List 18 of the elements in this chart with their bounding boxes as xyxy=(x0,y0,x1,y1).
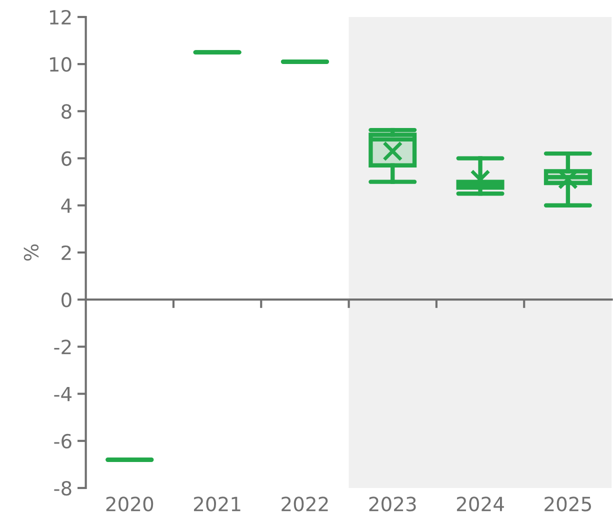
y-tick-label: -8 xyxy=(54,480,72,496)
x-tick-label: 2021 xyxy=(194,496,240,512)
y-tick-label: 8 xyxy=(62,104,72,119)
x-tick-label: 2025 xyxy=(544,496,591,512)
y-tick-label: 0 xyxy=(62,292,72,308)
y-tick-label: -2 xyxy=(54,340,71,354)
y-tick-label: -4 xyxy=(54,387,72,402)
x-tick-label: 2020 xyxy=(106,496,154,512)
x-tick-label: 2024 xyxy=(456,496,504,512)
y-tick-label: 10 xyxy=(50,57,72,72)
y-tick-label: 2 xyxy=(62,245,71,260)
y-tick-label: -6 xyxy=(54,434,72,449)
y-tick-label: 4 xyxy=(61,198,72,213)
x-tick-label: 2023 xyxy=(369,496,416,512)
y-axis-title: % xyxy=(24,244,39,261)
y-tick-label: 6 xyxy=(62,151,72,166)
x-tick-label: 2022 xyxy=(282,496,328,512)
y-tick-label: 12 xyxy=(50,10,71,24)
